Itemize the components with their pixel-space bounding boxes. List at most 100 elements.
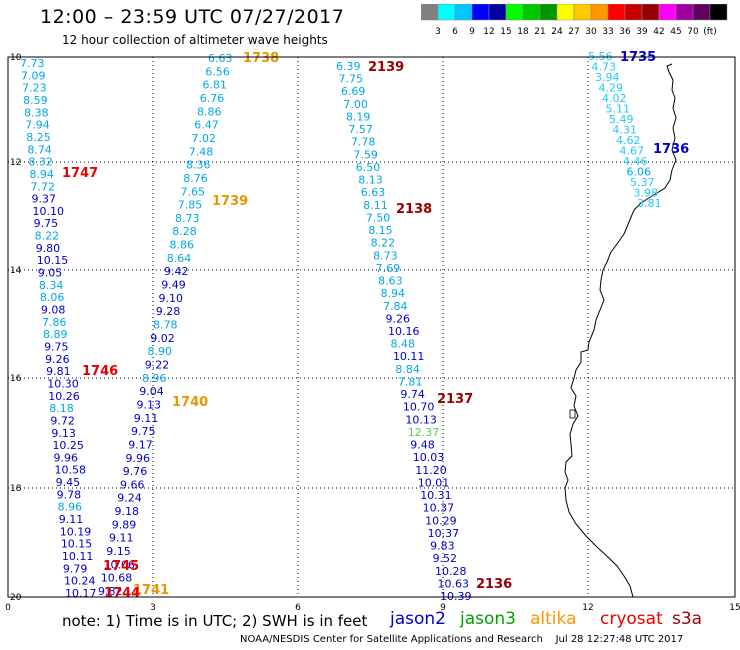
swh-value: 9.11 (134, 412, 159, 425)
legend-jason2: jason2 (390, 609, 446, 629)
swh-value: 6.76 (200, 92, 225, 105)
swh-value: 7.94 (25, 119, 50, 132)
swh-value: 9.17 (128, 438, 153, 451)
swh-value: 6.50 (356, 161, 381, 174)
swh-value: 10.26 (48, 390, 80, 403)
colorbar-label: 30 (585, 27, 597, 37)
swh-value: 10.24 (64, 575, 96, 588)
swh-value: 8.32 (28, 156, 53, 169)
swh-value: 6.56 (205, 65, 230, 78)
swh-value: 5.49 (609, 113, 634, 126)
swh-value: 10.10 (33, 205, 64, 218)
swh-value: 10.58 (55, 464, 86, 477)
swh-value: 7.75 (338, 73, 363, 86)
swh-value: 11.20 (415, 464, 447, 477)
swh-value: 8.18 (49, 402, 73, 415)
swh-value: 4.67 (620, 145, 645, 158)
pass-label: 2138 (396, 202, 432, 217)
swh-value: 12.37 (408, 426, 440, 439)
swh-value: 10.11 (62, 550, 94, 563)
swh-value: 8.13 (358, 174, 383, 187)
colorbar-label: 33 (602, 27, 613, 37)
pass-label: 1747 (62, 166, 98, 181)
colorbar-label: (ft) (703, 27, 717, 37)
swh-value: 10.03 (413, 451, 445, 464)
swh-value: 8.76 (183, 172, 208, 185)
swh-value: 9.75 (131, 425, 156, 438)
swh-value: 7.81 (398, 375, 423, 388)
swh-value: 9.24 (117, 492, 142, 505)
swh-value: 8.96 (58, 501, 83, 514)
pass-label: 1741 (133, 583, 169, 598)
swh-value: 4.02 (602, 92, 627, 105)
chart-title: 12:00 – 23:59 UTC 07/27/2017 (40, 6, 345, 28)
swh-value: 6.63 (361, 186, 386, 199)
swh-value: 8.22 (371, 237, 396, 250)
swh-value: 7.23 (22, 82, 47, 95)
x-tick-label: 6 (295, 603, 301, 613)
swh-value: 9.26 (386, 312, 411, 325)
swh-value: 9.42 (164, 265, 189, 278)
swh-value: 8.11 (363, 199, 388, 212)
color-scale-bar: 3 6 9 12 15 18 21 24 27 30 33 36 39 42 45 70 (ft) (421, 4, 728, 37)
units-note: note: 1) Time is in UTC; 2) SWH is in fe… (62, 612, 368, 630)
swh-value: 8.59 (23, 94, 48, 107)
swh-value: 9.96 (53, 451, 78, 464)
swh-value: 8.15 (368, 224, 393, 237)
swh-value: 7.78 (351, 136, 376, 149)
swh-value: 9.13 (137, 398, 162, 411)
swh-value: 9.15 (106, 545, 131, 558)
y-tick-label: 10 (10, 53, 22, 63)
swh-value: 9.48 (410, 439, 435, 452)
legend-jason3: jason3 (460, 609, 516, 629)
legend-cryosat: cryosat (600, 609, 663, 629)
swh-value: 8.86 (170, 239, 195, 252)
swh-value: 5.37 (630, 176, 655, 189)
swh-value: 10.13 (405, 413, 437, 426)
swh-value: 9.28 (156, 305, 181, 318)
swh-value: 7.02 (192, 132, 217, 145)
swh-value: 8.64 (167, 252, 192, 265)
swh-value: 9.52 (433, 552, 458, 565)
swh-value: 10.17 (65, 587, 97, 600)
swh-value: 8.86 (197, 105, 222, 118)
swh-value: 9.02 (150, 332, 175, 345)
footer-credit: NOAA/NESDIS Center for Satellite Applica… (240, 634, 683, 645)
y-tick-label: 18 (10, 484, 22, 494)
swh-value: 8.28 (172, 225, 197, 238)
swh-value: 7.48 (189, 145, 214, 158)
swh-value: 10.70 (403, 401, 435, 414)
swh-value: 10.25 (52, 439, 84, 452)
swh-value: 9.80 (36, 242, 61, 255)
swh-value: 9.37 (32, 193, 57, 206)
colorbar-label: 27 (568, 27, 579, 37)
colorbar-label: 12 (483, 27, 494, 37)
pass-label: 2139 (368, 60, 404, 75)
swh-value: 9.74 (400, 388, 425, 401)
pass-label: 2136 (476, 577, 512, 592)
timestamp-text: Jul 28 12:27:48 UTC 2017 (555, 634, 684, 645)
swh-value: 9.81 (46, 365, 71, 378)
swh-value: 8.89 (43, 328, 68, 341)
x-tick-label: 0 (5, 603, 11, 613)
swh-value: 8.73 (175, 212, 200, 225)
swh-value: 9.10 (159, 292, 184, 305)
swh-value: 7.86 (42, 316, 67, 329)
swh-value: 10.30 (47, 377, 79, 390)
swh-value: 9.11 (109, 532, 134, 545)
swh-value: 7.65 (181, 185, 206, 198)
y-tick-label: 12 (10, 158, 21, 168)
swh-value: 8.25 (26, 131, 50, 144)
pass-label: 1738 (243, 51, 279, 66)
swh-value: 10.01 (418, 476, 450, 489)
y-tick-label: 16 (10, 374, 22, 384)
swh-value: 5.11 (606, 103, 631, 116)
colorbar-label: 45 (670, 27, 681, 37)
swh-value: 9.75 (34, 217, 59, 230)
colorbar-label: 15 (500, 27, 511, 37)
colorbar-label: 24 (551, 27, 563, 37)
swh-value: 9.04 (139, 385, 164, 398)
credit-text: NOAA/NESDIS Center for Satellite Applica… (240, 634, 543, 645)
swh-value: 8.34 (39, 279, 64, 292)
